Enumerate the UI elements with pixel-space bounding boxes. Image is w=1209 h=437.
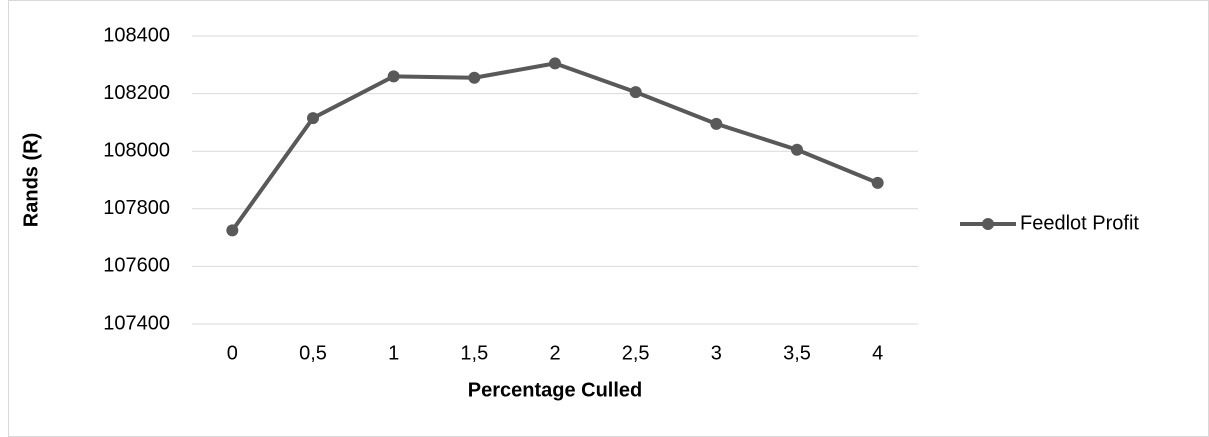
y-tick-label: 108400 xyxy=(103,24,170,46)
x-tick-label: 0,5 xyxy=(299,342,327,364)
legend-marker xyxy=(982,218,994,230)
data-point xyxy=(791,143,803,156)
y-tick-label: 107600 xyxy=(103,255,170,277)
x-tick-label: 1 xyxy=(388,342,399,364)
data-point xyxy=(226,224,239,237)
y-axis-title: Rands (R) xyxy=(20,133,42,227)
y-tick-label: 107400 xyxy=(103,312,170,334)
y-tick-label: 108200 xyxy=(103,82,170,104)
data-point xyxy=(710,117,723,130)
y-tick-label: 107800 xyxy=(103,197,170,219)
y-tick-label: 108000 xyxy=(103,139,170,161)
x-tick-label: 2,5 xyxy=(622,342,650,364)
legend-label: Feedlot Profit xyxy=(1020,212,1139,234)
x-axis-title: Percentage Culled xyxy=(468,379,643,401)
x-tick-label: 0 xyxy=(227,342,238,364)
x-tick-label: 1,5 xyxy=(460,342,488,364)
data-point xyxy=(387,70,400,83)
data-point xyxy=(307,112,319,125)
data-point xyxy=(468,71,481,84)
data-point xyxy=(629,86,642,99)
x-tick-label: 3 xyxy=(711,342,722,364)
data-point xyxy=(549,57,561,70)
x-tick-label: 3,5 xyxy=(783,342,811,364)
data-point xyxy=(871,176,884,189)
x-tick-label: 2 xyxy=(549,342,560,364)
x-tick-label: 4 xyxy=(872,342,883,364)
chart-frame xyxy=(8,0,1209,437)
